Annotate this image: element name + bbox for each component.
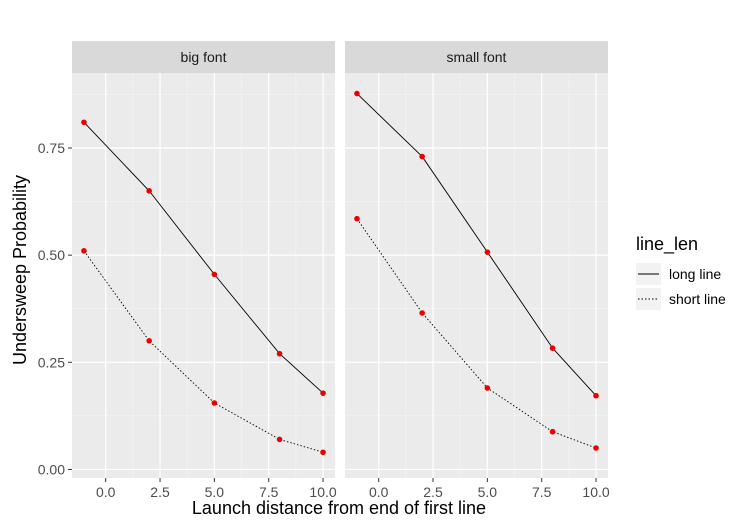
data-point <box>593 392 599 399</box>
x-tick-label: 7.5 <box>259 484 279 500</box>
data-point <box>320 449 326 456</box>
data-point <box>146 188 152 194</box>
facet-strip <box>345 41 608 73</box>
data-point <box>484 385 491 391</box>
x-tick-label: 5.0 <box>478 484 498 500</box>
x-tick-label: 10.0 <box>309 484 336 500</box>
data-point <box>419 153 425 160</box>
data-point <box>211 271 218 278</box>
y-tick-label: 0.75 <box>38 140 65 156</box>
data-point <box>320 390 326 396</box>
x-tick-label: 2.5 <box>150 484 170 500</box>
facet-strip-label: small font <box>447 49 507 65</box>
x-tick-label: 5.0 <box>205 484 225 500</box>
x-tick-label: 2.5 <box>423 484 443 500</box>
series-line-short-line <box>83 250 324 453</box>
y-tick-label: 0.25 <box>38 354 65 370</box>
data-point <box>419 310 425 316</box>
data-point <box>146 338 152 344</box>
facet-strip <box>72 41 335 73</box>
facet-panel-1: small font 0.0 2.5 5.0 7.5 10.0 <box>345 41 610 500</box>
facet-panel-0: big font 0.0 2.5 5.0 7.5 10.0 0.00 0.25 0.50 0.75 <box>38 41 337 500</box>
panel-background <box>72 73 335 478</box>
data-point <box>549 428 556 435</box>
legend-label-1: short line <box>669 291 726 307</box>
data-point <box>276 436 283 443</box>
x-tick-label: 0.0 <box>369 484 389 500</box>
x-axis-title: Launch distance from end of first line <box>192 498 486 518</box>
panel-background <box>345 73 608 478</box>
data-point <box>549 345 556 351</box>
facet-panels: big font 0.0 2.5 5.0 7.5 10.0 0.00 0.25 0.50 0.75… <box>38 41 610 500</box>
data-point <box>211 400 218 406</box>
legend: line_len long line short line <box>636 234 726 310</box>
x-tick-label: 7.5 <box>532 484 552 500</box>
y-axis-title: Undersweep Probability <box>10 175 30 365</box>
data-point <box>484 249 491 255</box>
facet-strip-label: big font <box>181 49 227 65</box>
data-point <box>354 90 360 97</box>
data-point <box>81 119 87 126</box>
y-tick-label: 0.50 <box>38 247 65 263</box>
x-tick-label: 0.0 <box>96 484 116 500</box>
data-point <box>81 248 87 254</box>
data-point <box>593 445 599 451</box>
y-tick-label: 0.00 <box>38 461 65 477</box>
x-tick-label: 10.0 <box>582 484 609 500</box>
legend-label-0: long line <box>669 266 721 282</box>
data-point <box>354 215 360 222</box>
data-point <box>276 350 283 357</box>
legend-title: line_len <box>636 234 698 255</box>
